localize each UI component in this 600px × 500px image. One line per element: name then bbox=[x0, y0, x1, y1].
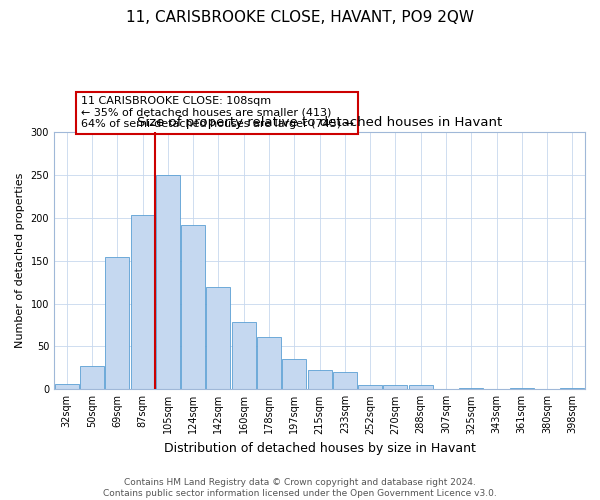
Title: Size of property relative to detached houses in Havant: Size of property relative to detached ho… bbox=[137, 116, 502, 130]
Bar bbox=[510, 388, 534, 390]
Bar bbox=[206, 288, 230, 390]
Text: 11, CARISBROOKE CLOSE, HAVANT, PO9 2QW: 11, CARISBROOKE CLOSE, HAVANT, PO9 2QW bbox=[126, 10, 474, 25]
Bar bbox=[282, 360, 306, 390]
Bar bbox=[308, 370, 332, 390]
Bar bbox=[358, 385, 382, 390]
Bar bbox=[105, 257, 129, 390]
Text: 11 CARISBROOKE CLOSE: 108sqm
← 35% of detached houses are smaller (413)
64% of s: 11 CARISBROOKE CLOSE: 108sqm ← 35% of de… bbox=[80, 96, 353, 130]
X-axis label: Distribution of detached houses by size in Havant: Distribution of detached houses by size … bbox=[164, 442, 475, 455]
Bar bbox=[181, 224, 205, 390]
Bar bbox=[131, 215, 155, 390]
Bar bbox=[333, 372, 357, 390]
Y-axis label: Number of detached properties: Number of detached properties bbox=[15, 173, 25, 348]
Bar bbox=[560, 388, 584, 390]
Bar bbox=[459, 388, 483, 390]
Bar bbox=[55, 384, 79, 390]
Bar bbox=[80, 366, 104, 390]
Bar bbox=[232, 322, 256, 390]
Bar bbox=[257, 337, 281, 390]
Bar bbox=[156, 175, 180, 390]
Text: Contains HM Land Registry data © Crown copyright and database right 2024.
Contai: Contains HM Land Registry data © Crown c… bbox=[103, 478, 497, 498]
Bar bbox=[383, 385, 407, 390]
Bar bbox=[409, 385, 433, 390]
